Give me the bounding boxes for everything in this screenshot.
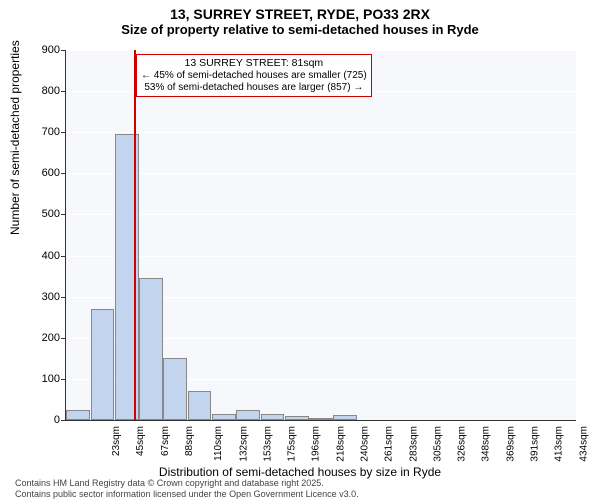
x-tick-label: 413sqm: [554, 426, 565, 462]
x-tick-label: 218sqm: [335, 426, 346, 462]
x-tick-label: 110sqm: [213, 426, 224, 461]
histogram-bar: [188, 391, 212, 420]
y-tick-mark: [61, 50, 65, 51]
y-tick-label: 600: [30, 167, 60, 179]
y-tick-label: 900: [30, 44, 60, 56]
annotation-title: 13 SURREY STREET: 81sqm: [141, 57, 367, 70]
x-tick-label: 283sqm: [408, 426, 419, 462]
annotation-box: 13 SURREY STREET: 81sqm ← 45% of semi-de…: [136, 54, 372, 97]
y-tick-mark: [61, 91, 65, 92]
x-tick-label: 67sqm: [160, 426, 171, 456]
chart-title: 13, SURREY STREET, RYDE, PO33 2RX Size o…: [0, 6, 600, 37]
y-tick-label: 700: [30, 126, 60, 138]
y-tick-label: 200: [30, 332, 60, 344]
gridline: [66, 50, 576, 51]
footer-line-1: Contains HM Land Registry data © Crown c…: [15, 478, 324, 488]
histogram-bar: [91, 309, 115, 420]
y-tick-mark: [61, 132, 65, 133]
y-tick-mark: [61, 379, 65, 380]
title-line-1: 13, SURREY STREET, RYDE, PO33 2RX: [0, 6, 600, 22]
y-tick-label: 400: [30, 250, 60, 262]
plot-area: 13 SURREY STREET: 81sqm ← 45% of semi-de…: [65, 50, 576, 421]
marker-line: [134, 50, 136, 420]
x-tick-label: 326sqm: [457, 426, 468, 462]
y-tick-label: 800: [30, 85, 60, 97]
histogram-bar: [236, 410, 260, 420]
y-tick-label: 0: [30, 414, 60, 426]
y-tick-mark: [61, 297, 65, 298]
y-tick-mark: [61, 420, 65, 421]
y-tick-mark: [61, 338, 65, 339]
annotation-line-2: 53% of semi-detached houses are larger (…: [141, 82, 367, 94]
x-tick-label: 132sqm: [238, 426, 249, 462]
histogram-bar: [333, 415, 357, 420]
y-axis-label: Number of semi-detached properties: [8, 40, 22, 235]
histogram-bar: [309, 418, 333, 420]
x-tick-label: 45sqm: [135, 426, 146, 456]
x-tick-label: 261sqm: [384, 426, 395, 462]
x-tick-label: 348sqm: [481, 426, 492, 462]
y-tick-mark: [61, 173, 65, 174]
x-tick-label: 434sqm: [578, 426, 589, 462]
histogram-bar: [163, 358, 187, 420]
x-tick-label: 23sqm: [111, 426, 122, 456]
x-tick-label: 305sqm: [432, 426, 443, 462]
histogram-bar: [66, 410, 90, 420]
histogram-bar: [139, 278, 163, 420]
x-axis-label: Distribution of semi-detached houses by …: [0, 465, 600, 479]
x-tick-label: 391sqm: [530, 426, 541, 462]
y-tick-label: 100: [30, 373, 60, 385]
gridline: [66, 132, 576, 133]
histogram-bar: [285, 416, 309, 420]
histogram-bar: [212, 414, 236, 420]
x-tick-label: 88sqm: [184, 426, 195, 456]
histogram-bar: [261, 414, 285, 420]
title-line-2: Size of property relative to semi-detach…: [0, 22, 600, 37]
footer-line-2: Contains public sector information licen…: [15, 489, 359, 499]
x-tick-label: 153sqm: [262, 426, 273, 462]
x-tick-label: 369sqm: [505, 426, 516, 462]
gridline: [66, 173, 576, 174]
y-tick-mark: [61, 214, 65, 215]
y-tick-mark: [61, 256, 65, 257]
y-tick-label: 500: [30, 208, 60, 220]
annotation-line-1: ← 45% of semi-detached houses are smalle…: [141, 70, 367, 82]
x-tick-label: 175sqm: [287, 426, 298, 462]
gridline: [66, 256, 576, 257]
x-tick-label: 196sqm: [311, 426, 322, 462]
x-tick-label: 240sqm: [360, 426, 371, 462]
y-tick-label: 300: [30, 291, 60, 303]
gridline: [66, 214, 576, 215]
